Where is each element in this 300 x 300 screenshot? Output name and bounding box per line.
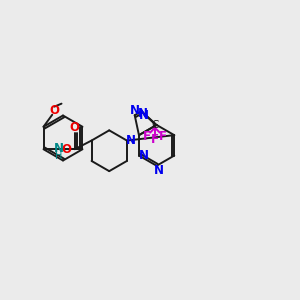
Text: N: N <box>130 104 140 117</box>
Text: N: N <box>138 107 148 120</box>
Text: O: O <box>61 143 71 156</box>
Text: H: H <box>56 151 63 161</box>
Text: C: C <box>151 120 159 130</box>
Text: F: F <box>159 130 167 143</box>
Text: N: N <box>139 109 149 122</box>
Text: F: F <box>142 130 151 143</box>
Text: N: N <box>54 142 64 155</box>
Text: N: N <box>139 149 149 162</box>
Text: F: F <box>151 133 159 146</box>
Text: O: O <box>49 104 59 117</box>
Text: O: O <box>70 121 80 134</box>
Text: N: N <box>153 164 164 177</box>
Text: N: N <box>126 134 136 147</box>
